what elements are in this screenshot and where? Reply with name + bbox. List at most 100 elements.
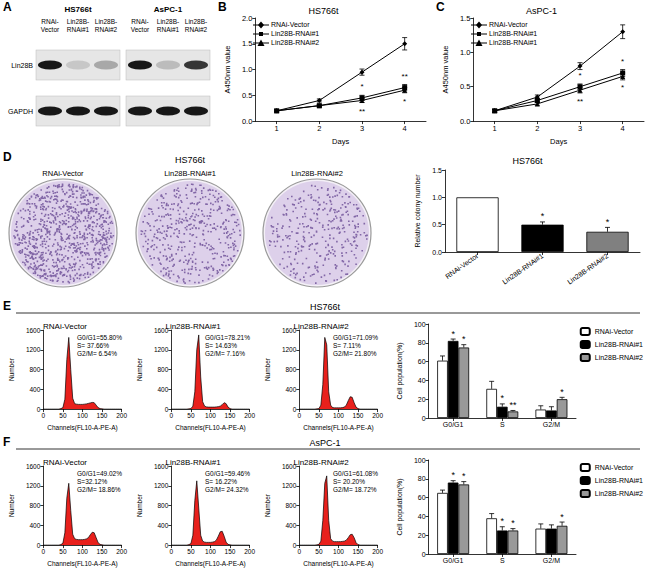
- svg-text:Lin28B-RNAi#2: Lin28B-RNAi#2: [291, 169, 343, 178]
- svg-text:G0/G1=55.80%: G0/G1=55.80%: [77, 334, 122, 341]
- svg-text:1600: 1600: [26, 327, 41, 334]
- svg-text:50: 50: [315, 548, 323, 555]
- svg-text:1.0: 1.0: [432, 194, 442, 201]
- svg-text:2.0: 2.0: [242, 14, 252, 23]
- svg-text:RNAi-: RNAi-: [131, 18, 148, 25]
- svg-text:Lin28B-RNAi#1: Lin28B-RNAi#1: [595, 341, 643, 348]
- svg-text:**: **: [509, 400, 517, 410]
- svg-text:Lin28B-RNAi#2: Lin28B-RNAi#2: [566, 252, 610, 285]
- svg-text:20: 20: [418, 396, 426, 403]
- svg-text:Days: Days: [332, 137, 349, 146]
- svg-text:1200: 1200: [154, 482, 169, 489]
- svg-text:100: 100: [77, 412, 88, 419]
- svg-text:Cell population(%): Cell population(%): [396, 478, 404, 535]
- svg-text:50: 50: [59, 412, 67, 419]
- svg-text:GAPDH: GAPDH: [8, 108, 33, 115]
- svg-text:G0/G1=61.08%: G0/G1=61.08%: [333, 470, 378, 477]
- svg-text:G2/M= 18.86%: G2/M= 18.86%: [77, 486, 121, 493]
- svg-text:RNAi-Vector: RNAi-Vector: [43, 322, 87, 331]
- svg-text:AsPC-1: AsPC-1: [526, 6, 557, 16]
- svg-text:*: *: [578, 71, 581, 80]
- svg-text:HS766t: HS766t: [308, 6, 339, 16]
- svg-text:G0/G1: G0/G1: [443, 557, 464, 564]
- svg-text:0.0: 0.0: [460, 117, 470, 126]
- svg-text:1600: 1600: [26, 463, 41, 470]
- svg-text:0: 0: [298, 412, 302, 419]
- svg-text:*: *: [560, 387, 564, 397]
- svg-text:Channels(FL10-A-PE-A): Channels(FL10-A-PE-A): [175, 424, 245, 432]
- svg-text:60: 60: [418, 494, 426, 501]
- svg-text:G0/G1=59.46%: G0/G1=59.46%: [205, 470, 250, 477]
- svg-text:Lin28B-RNAi#1: Lin28B-RNAi#1: [165, 322, 221, 331]
- svg-text:G2/M= 6.54%: G2/M= 6.54%: [77, 350, 117, 357]
- svg-text:0: 0: [293, 542, 297, 549]
- svg-text:A450nm value: A450nm value: [441, 46, 450, 94]
- svg-text:Lin28B-RNAi#2: Lin28B-RNAi#2: [595, 490, 643, 497]
- svg-text:G0/G1=49.02%: G0/G1=49.02%: [77, 470, 122, 477]
- svg-text:400: 400: [286, 386, 297, 393]
- svg-text:150: 150: [97, 412, 108, 419]
- svg-text:Cell population(%): Cell population(%): [396, 342, 404, 399]
- svg-text:Channels(FL10-A-PE-A): Channels(FL10-A-PE-A): [47, 560, 117, 568]
- svg-text:150: 150: [97, 548, 108, 555]
- svg-text:AsPC-1: AsPC-1: [154, 5, 183, 14]
- svg-text:200: 200: [244, 412, 255, 419]
- svg-text:S= 7.11%: S= 7.11%: [333, 342, 361, 349]
- svg-text:RNAi-Vector: RNAi-Vector: [595, 328, 634, 335]
- svg-text:0: 0: [42, 548, 46, 555]
- svg-text:G2/M= 21.80%: G2/M= 21.80%: [333, 350, 377, 357]
- svg-text:S= 20.20%: S= 20.20%: [333, 478, 365, 485]
- svg-text:Number: Number: [264, 493, 271, 517]
- svg-text:400: 400: [286, 522, 297, 529]
- svg-text:Lin28B-RNAi#2: Lin28B-RNAi#2: [293, 458, 349, 467]
- svg-text:Days: Days: [550, 137, 567, 146]
- svg-text:100: 100: [205, 548, 216, 555]
- svg-text:G2/M: G2/M: [543, 557, 560, 564]
- svg-text:4: 4: [621, 124, 625, 133]
- svg-text:G2/M= 18.72%: G2/M= 18.72%: [333, 486, 377, 493]
- svg-text:RNAi-Vector: RNAi-Vector: [43, 458, 87, 467]
- svg-text:RNAi#2: RNAi#2: [185, 26, 208, 33]
- svg-text:AsPC-1: AsPC-1: [309, 438, 340, 448]
- svg-text:800: 800: [158, 366, 169, 373]
- svg-text:200: 200: [372, 412, 383, 419]
- svg-text:800: 800: [158, 502, 169, 509]
- svg-text:200: 200: [116, 412, 127, 419]
- svg-text:E: E: [3, 299, 11, 313]
- svg-text:*: *: [462, 471, 466, 481]
- svg-text:150: 150: [225, 412, 236, 419]
- svg-text:4: 4: [403, 124, 407, 133]
- svg-text:D: D: [3, 150, 12, 164]
- svg-text:400: 400: [30, 522, 41, 529]
- svg-text:200: 200: [116, 548, 127, 555]
- svg-text:RNAi-Vector: RNAi-Vector: [444, 252, 480, 280]
- svg-text:1200: 1200: [282, 482, 297, 489]
- svg-text:S= 14.63%: S= 14.63%: [205, 342, 237, 349]
- svg-text:1200: 1200: [26, 346, 41, 353]
- svg-text:Number: Number: [264, 357, 271, 381]
- svg-text:1.5: 1.5: [460, 14, 470, 23]
- svg-text:0: 0: [298, 548, 302, 555]
- svg-text:0: 0: [165, 542, 169, 549]
- svg-text:F: F: [3, 435, 10, 449]
- svg-text:2: 2: [317, 124, 321, 133]
- svg-text:Vector: Vector: [41, 26, 60, 33]
- svg-text:400: 400: [158, 522, 169, 529]
- svg-text:Lin28B-RNAi#1: Lin28B-RNAi#1: [501, 252, 545, 285]
- svg-text:0.5: 0.5: [460, 82, 470, 91]
- svg-text:50: 50: [187, 548, 195, 555]
- svg-text:0.0: 0.0: [242, 117, 252, 126]
- svg-text:0.0: 0.0: [432, 249, 442, 256]
- svg-text:S: S: [500, 557, 505, 564]
- svg-text:A450nm value: A450nm value: [223, 46, 232, 94]
- svg-text:200: 200: [244, 548, 255, 555]
- svg-text:0: 0: [170, 412, 174, 419]
- svg-text:S= 37.66%: S= 37.66%: [77, 342, 109, 349]
- svg-text:HS766t: HS766t: [512, 156, 543, 166]
- svg-text:0: 0: [293, 406, 297, 413]
- svg-text:S= 16.22%: S= 16.22%: [205, 478, 237, 485]
- svg-text:Vector: Vector: [131, 26, 150, 33]
- svg-text:0: 0: [42, 412, 46, 419]
- svg-text:150: 150: [353, 412, 364, 419]
- svg-text:Lin28B-: Lin28B-: [95, 18, 117, 25]
